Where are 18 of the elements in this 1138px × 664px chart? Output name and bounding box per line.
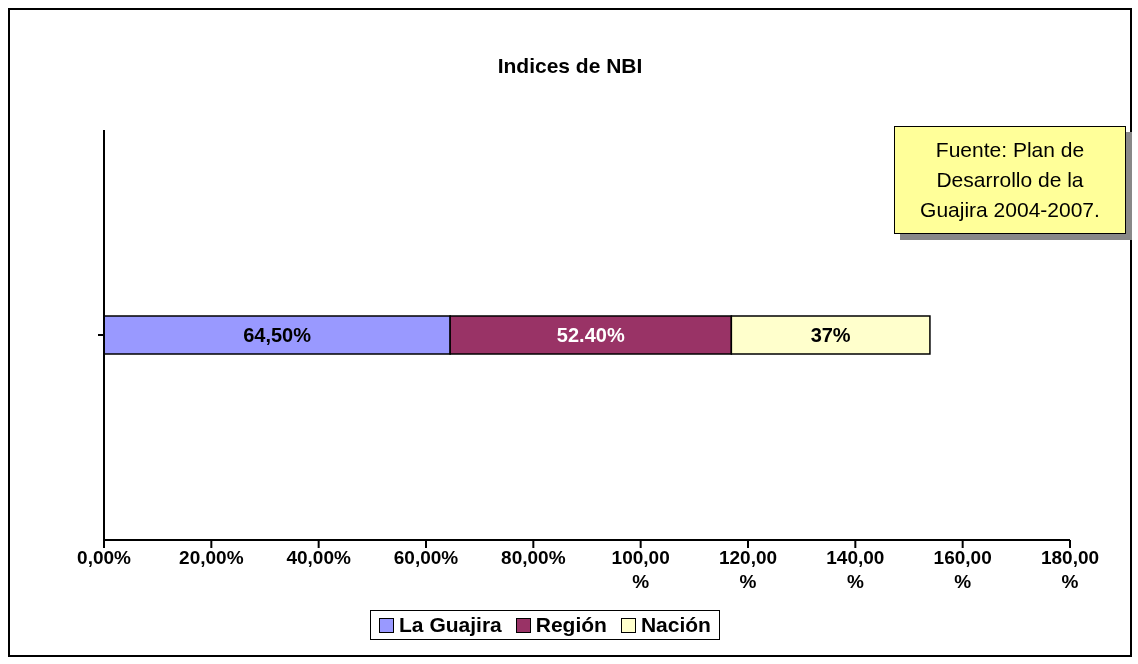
- x-tick-label: 40,00%: [286, 547, 351, 568]
- annotation: Fuente: Plan de Desarrollo de la Guajira 2004-2007.: [894, 126, 1126, 234]
- legend-label: La Guajira: [398, 613, 502, 637]
- x-tick-label: 120,00 %: [718, 547, 778, 592]
- x-tick-label: 60,00%: [393, 547, 459, 568]
- x-tick-label: 100,00 %: [611, 547, 670, 592]
- data-label: 52.40%: [556, 324, 625, 346]
- chart-title: Indices de NBI: [496, 54, 644, 78]
- x-tick-label: 140,00 %: [826, 547, 885, 592]
- legend-label: Región: [534, 613, 607, 637]
- data-label: 37%: [810, 324, 851, 346]
- x-tick-label: 180,00 %: [1040, 547, 1100, 592]
- data-label: 64,50%: [243, 324, 312, 346]
- x-tick-label: 80,00%: [501, 547, 566, 568]
- x-tick-label: 0,00%: [77, 547, 132, 568]
- x-tick-label: 160,00 %: [933, 547, 992, 592]
- legend-label: Nación: [639, 613, 711, 637]
- x-tick-label: 20,00%: [179, 547, 244, 568]
